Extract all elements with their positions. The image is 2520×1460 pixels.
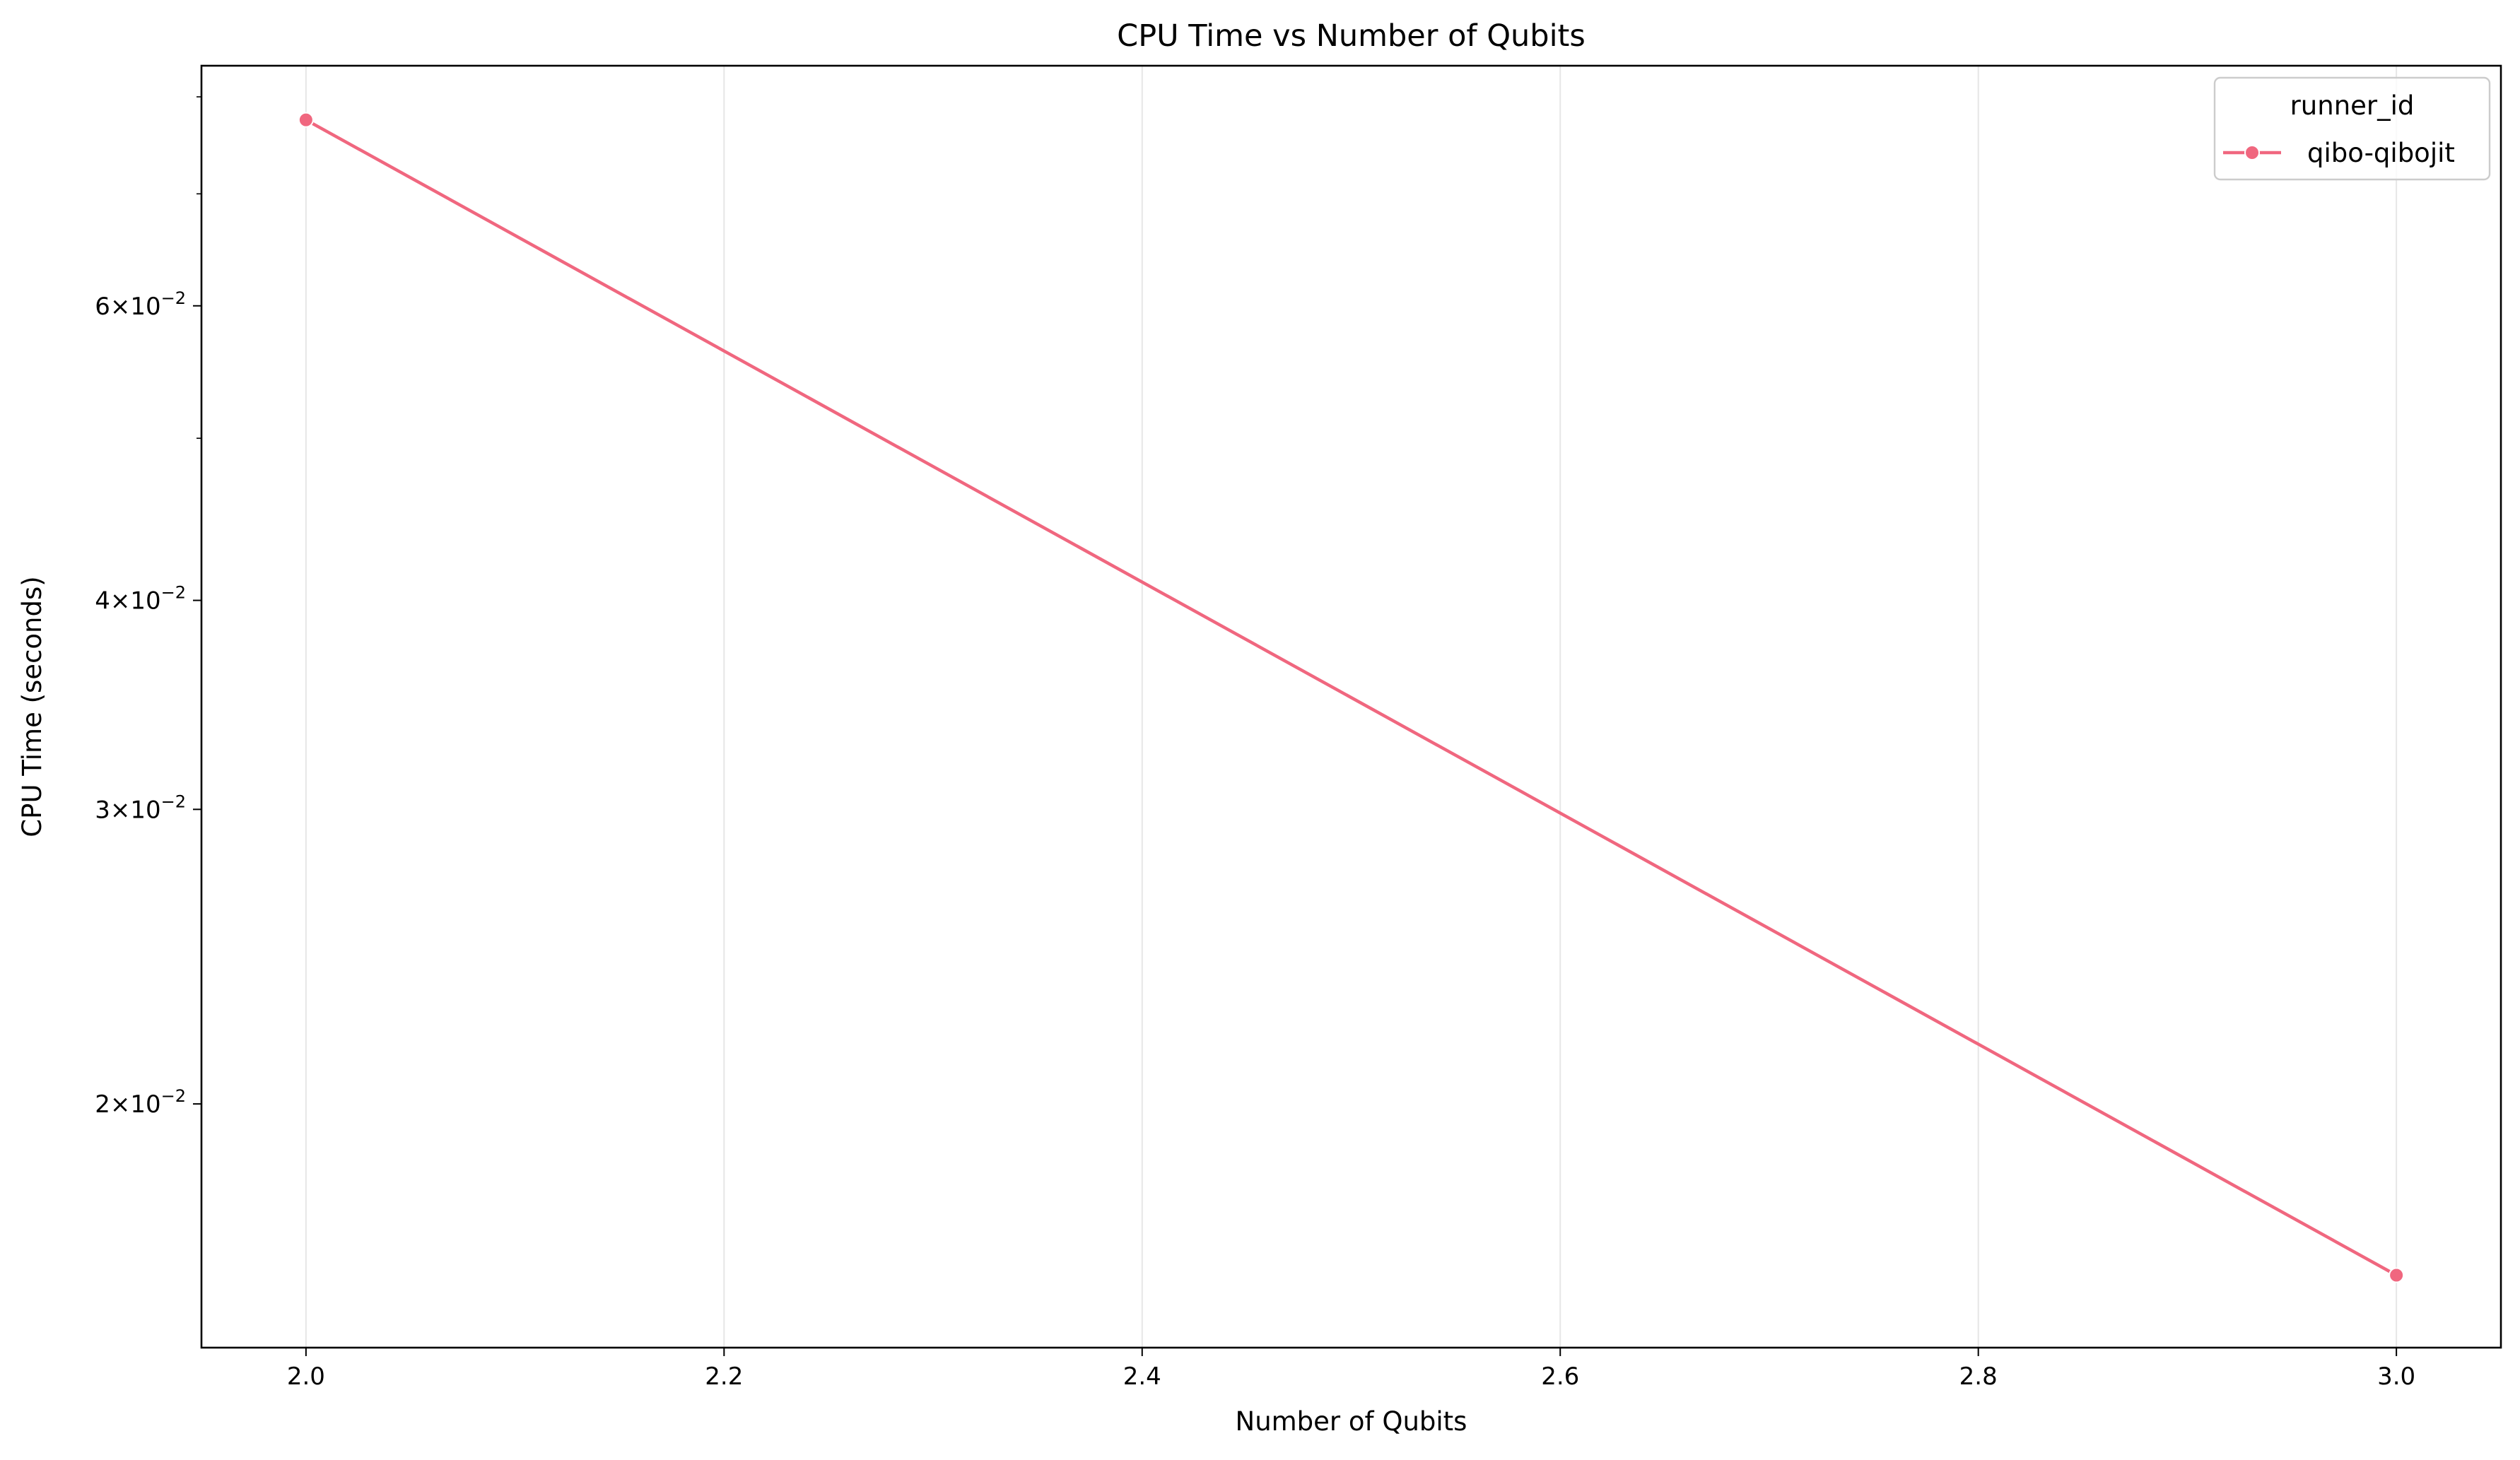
y-tick-label: 3×10−2	[95, 791, 186, 824]
x-tick-label: 3.0	[2377, 1362, 2415, 1391]
x-tick-label: 2.6	[1541, 1362, 1579, 1391]
y-tick-label: 4×10−2	[95, 583, 186, 616]
y-tick-label: 2×10−2	[95, 1086, 186, 1119]
data-point	[2389, 1267, 2405, 1283]
x-tick-label: 2.0	[287, 1362, 325, 1391]
legend-entry-label: qibo-qibojit	[2307, 138, 2455, 168]
legend-entries: qibo-qibojit	[2223, 138, 2455, 168]
y-axis-label: CPU Time (seconds)	[17, 576, 47, 837]
legend-title: runner_id	[2290, 90, 2415, 121]
series-line	[305, 118, 2398, 1277]
x-tick-label: 2.8	[1959, 1362, 1998, 1391]
series-layer	[298, 112, 2405, 1283]
grid-layer	[305, 66, 2398, 1348]
data-point	[298, 112, 314, 128]
legend-marker-swatch	[2244, 145, 2260, 160]
tick-layer: 2.0 2.2 2.4 2.6 2.8 3.0 2×10−2 3×10−2 4×10−2 6×10…	[95, 96, 2415, 1391]
y-tick-label: 6×10−2	[95, 288, 186, 321]
legend: runner_id qibo-qibojit	[2213, 76, 2491, 181]
chart-title: CPU Time vs Number of Qubits	[1117, 18, 1586, 54]
legend-box	[2213, 76, 2491, 181]
x-tick-label: 2.4	[1123, 1362, 1161, 1391]
plot-frame	[200, 64, 2502, 1349]
x-axis-label: Number of Qubits	[1236, 1406, 1467, 1437]
x-tick-label: 2.2	[705, 1362, 743, 1391]
